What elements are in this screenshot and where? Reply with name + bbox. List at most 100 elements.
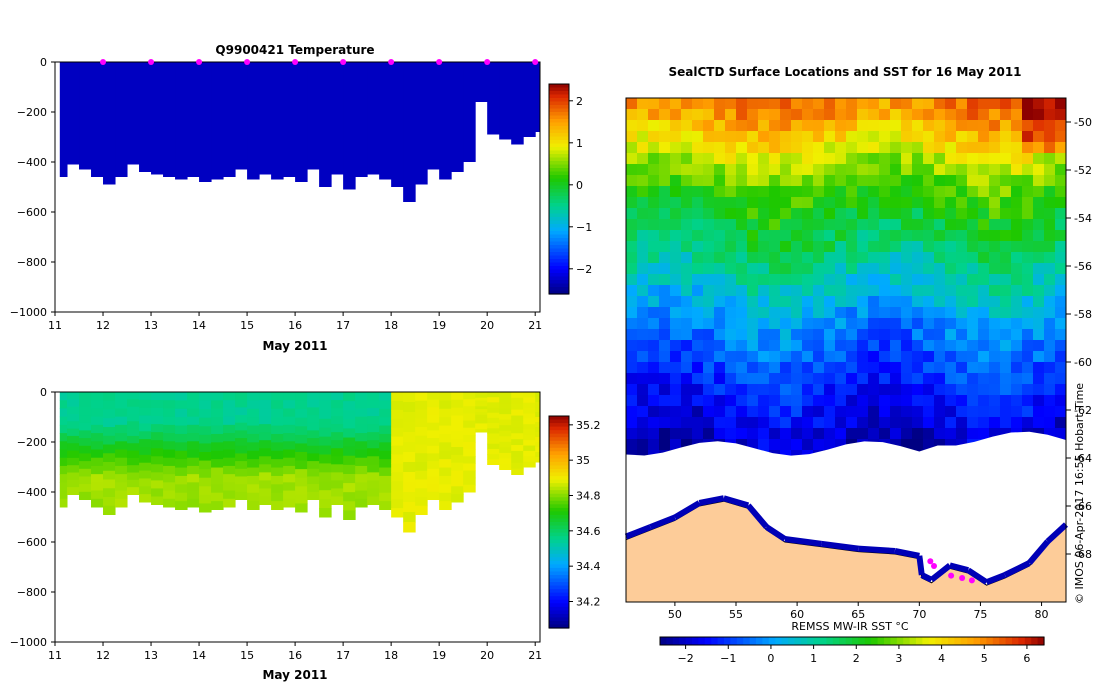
salinity-cell: [487, 459, 500, 465]
sst-cell: [956, 406, 968, 418]
sst-cell: [659, 230, 671, 242]
sst-cell: [791, 329, 803, 341]
sst-cell: [758, 230, 770, 242]
sst-cell: [956, 98, 968, 110]
sst-cell: [626, 186, 638, 198]
sst-cell: [725, 109, 737, 121]
sst-field: [626, 98, 1067, 473]
sst-cell: [835, 307, 847, 319]
sst-cell: [681, 373, 693, 385]
sst-cell: [714, 219, 726, 231]
sst-cell: [901, 329, 913, 341]
sst-cell: [890, 219, 902, 231]
salinity-cell: [163, 482, 176, 492]
sst-cell: [890, 241, 902, 253]
sst-cell: [670, 439, 682, 451]
sst-cell: [923, 362, 935, 374]
sst-cell: [879, 263, 891, 275]
salinity-cell: [511, 415, 524, 422]
sst-cell: [846, 175, 858, 187]
colorbar-cell: [549, 440, 569, 445]
coastal-band-segment: [966, 567, 989, 585]
salinity-cell: [59, 498, 68, 508]
sst-cell: [703, 296, 715, 308]
sst-cell: [813, 428, 825, 440]
sst-cell: [857, 263, 869, 275]
salinity-cell: [103, 444, 116, 454]
sst-cell: [681, 439, 693, 451]
colorbar-cell: [549, 553, 569, 558]
sst-cell: [758, 142, 770, 154]
sst-cell: [791, 439, 803, 451]
sst-cell: [736, 318, 748, 330]
sst-cell: [714, 274, 726, 286]
sst-colorbar-tick-label: −1: [720, 652, 736, 665]
sst-cell: [747, 109, 759, 121]
sst-cell: [923, 406, 935, 418]
sst-cell: [923, 373, 935, 385]
sst-cell: [736, 406, 748, 418]
sst-cell: [802, 307, 814, 319]
sst-cell: [736, 230, 748, 242]
sst-cell: [670, 263, 682, 275]
salinity-cell: [295, 392, 308, 402]
sst-cell: [703, 142, 715, 154]
colorbar-tick-label: 34.6: [576, 525, 601, 538]
sst-cell: [791, 285, 803, 297]
sst-cell: [758, 428, 770, 440]
sst-cell: [1055, 175, 1067, 187]
sst-cell: [681, 351, 693, 363]
sst-cell: [1044, 175, 1056, 187]
profile-marker: [340, 59, 347, 65]
sst-cell: [626, 153, 638, 165]
colorbar-tick-label: 35.2: [576, 419, 601, 432]
salinity-cell: [439, 408, 452, 418]
sst-cell: [681, 274, 693, 286]
salinity-cell: [211, 392, 224, 401]
salinity-cell: [59, 482, 68, 492]
sst-cell: [813, 351, 825, 363]
latitude-tick-label: -68: [1074, 548, 1092, 561]
sst-cell: [725, 384, 737, 396]
sst-cell: [923, 153, 935, 165]
sst-cell: [912, 417, 924, 429]
x-tick-label: 15: [240, 649, 254, 662]
sst-cell: [824, 109, 836, 121]
salinity-cell: [139, 447, 152, 456]
salinity-cell: [499, 463, 512, 470]
sst-cell: [835, 219, 847, 231]
sst-colorbar-cell: [660, 637, 667, 645]
salinity-cell: [319, 436, 332, 447]
sst-cell: [857, 252, 869, 264]
salinity-cell: [199, 503, 212, 513]
salinity-cell: [223, 457, 236, 467]
x-tick-label: 13: [144, 319, 158, 332]
sst-cell: [780, 384, 792, 396]
sst-colorbar-cell: [1018, 637, 1026, 645]
colorbar-frame: [548, 83, 570, 295]
sst-cell: [747, 296, 759, 308]
sst-cell: [703, 241, 715, 253]
sst-cell: [978, 263, 990, 275]
sst-cell: [978, 109, 990, 121]
salinity-cell: [535, 407, 541, 413]
sst-cell: [769, 120, 781, 132]
salinity-cell: [115, 400, 128, 409]
sst-cell: [813, 142, 825, 154]
sst-cell: [769, 351, 781, 363]
sst-cell: [747, 340, 759, 352]
sst-cell: [967, 230, 979, 242]
salinity-cell: [247, 392, 260, 401]
sst-cell: [824, 395, 836, 407]
salinity-cell: [343, 510, 356, 520]
salinity-cell: [403, 412, 416, 423]
sst-cell: [681, 153, 693, 165]
colorbar-cell: [549, 592, 569, 597]
salinity-cell: [59, 433, 68, 442]
sst-cell: [934, 384, 946, 396]
salinity-cell: [79, 399, 92, 408]
salinity-cell: [379, 501, 392, 510]
sst-cell: [725, 252, 737, 264]
sst-cell: [1011, 186, 1023, 198]
